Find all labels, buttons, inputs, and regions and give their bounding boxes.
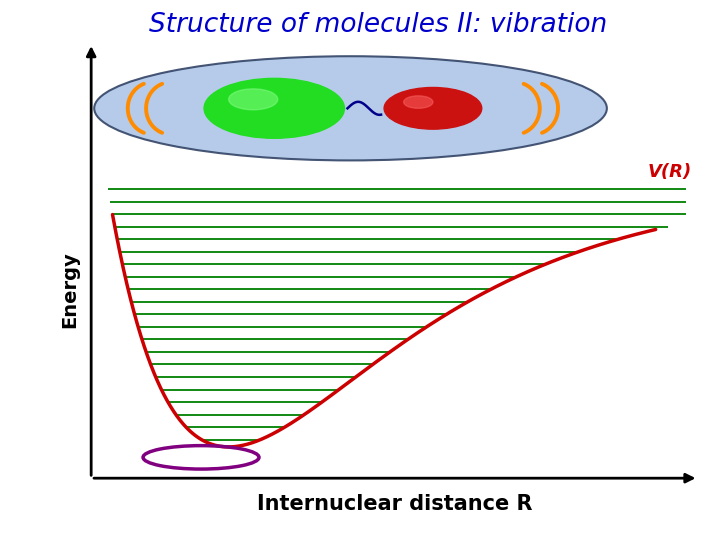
Circle shape xyxy=(404,96,433,109)
Circle shape xyxy=(229,89,278,110)
Title: Structure of molecules II: vibration: Structure of molecules II: vibration xyxy=(149,12,607,38)
Text: Energy: Energy xyxy=(60,251,79,328)
Text: Internuclear distance R: Internuclear distance R xyxy=(257,494,533,514)
Text: V(R): V(R) xyxy=(648,163,693,181)
Ellipse shape xyxy=(94,56,607,160)
Circle shape xyxy=(204,78,344,138)
Circle shape xyxy=(384,87,482,129)
